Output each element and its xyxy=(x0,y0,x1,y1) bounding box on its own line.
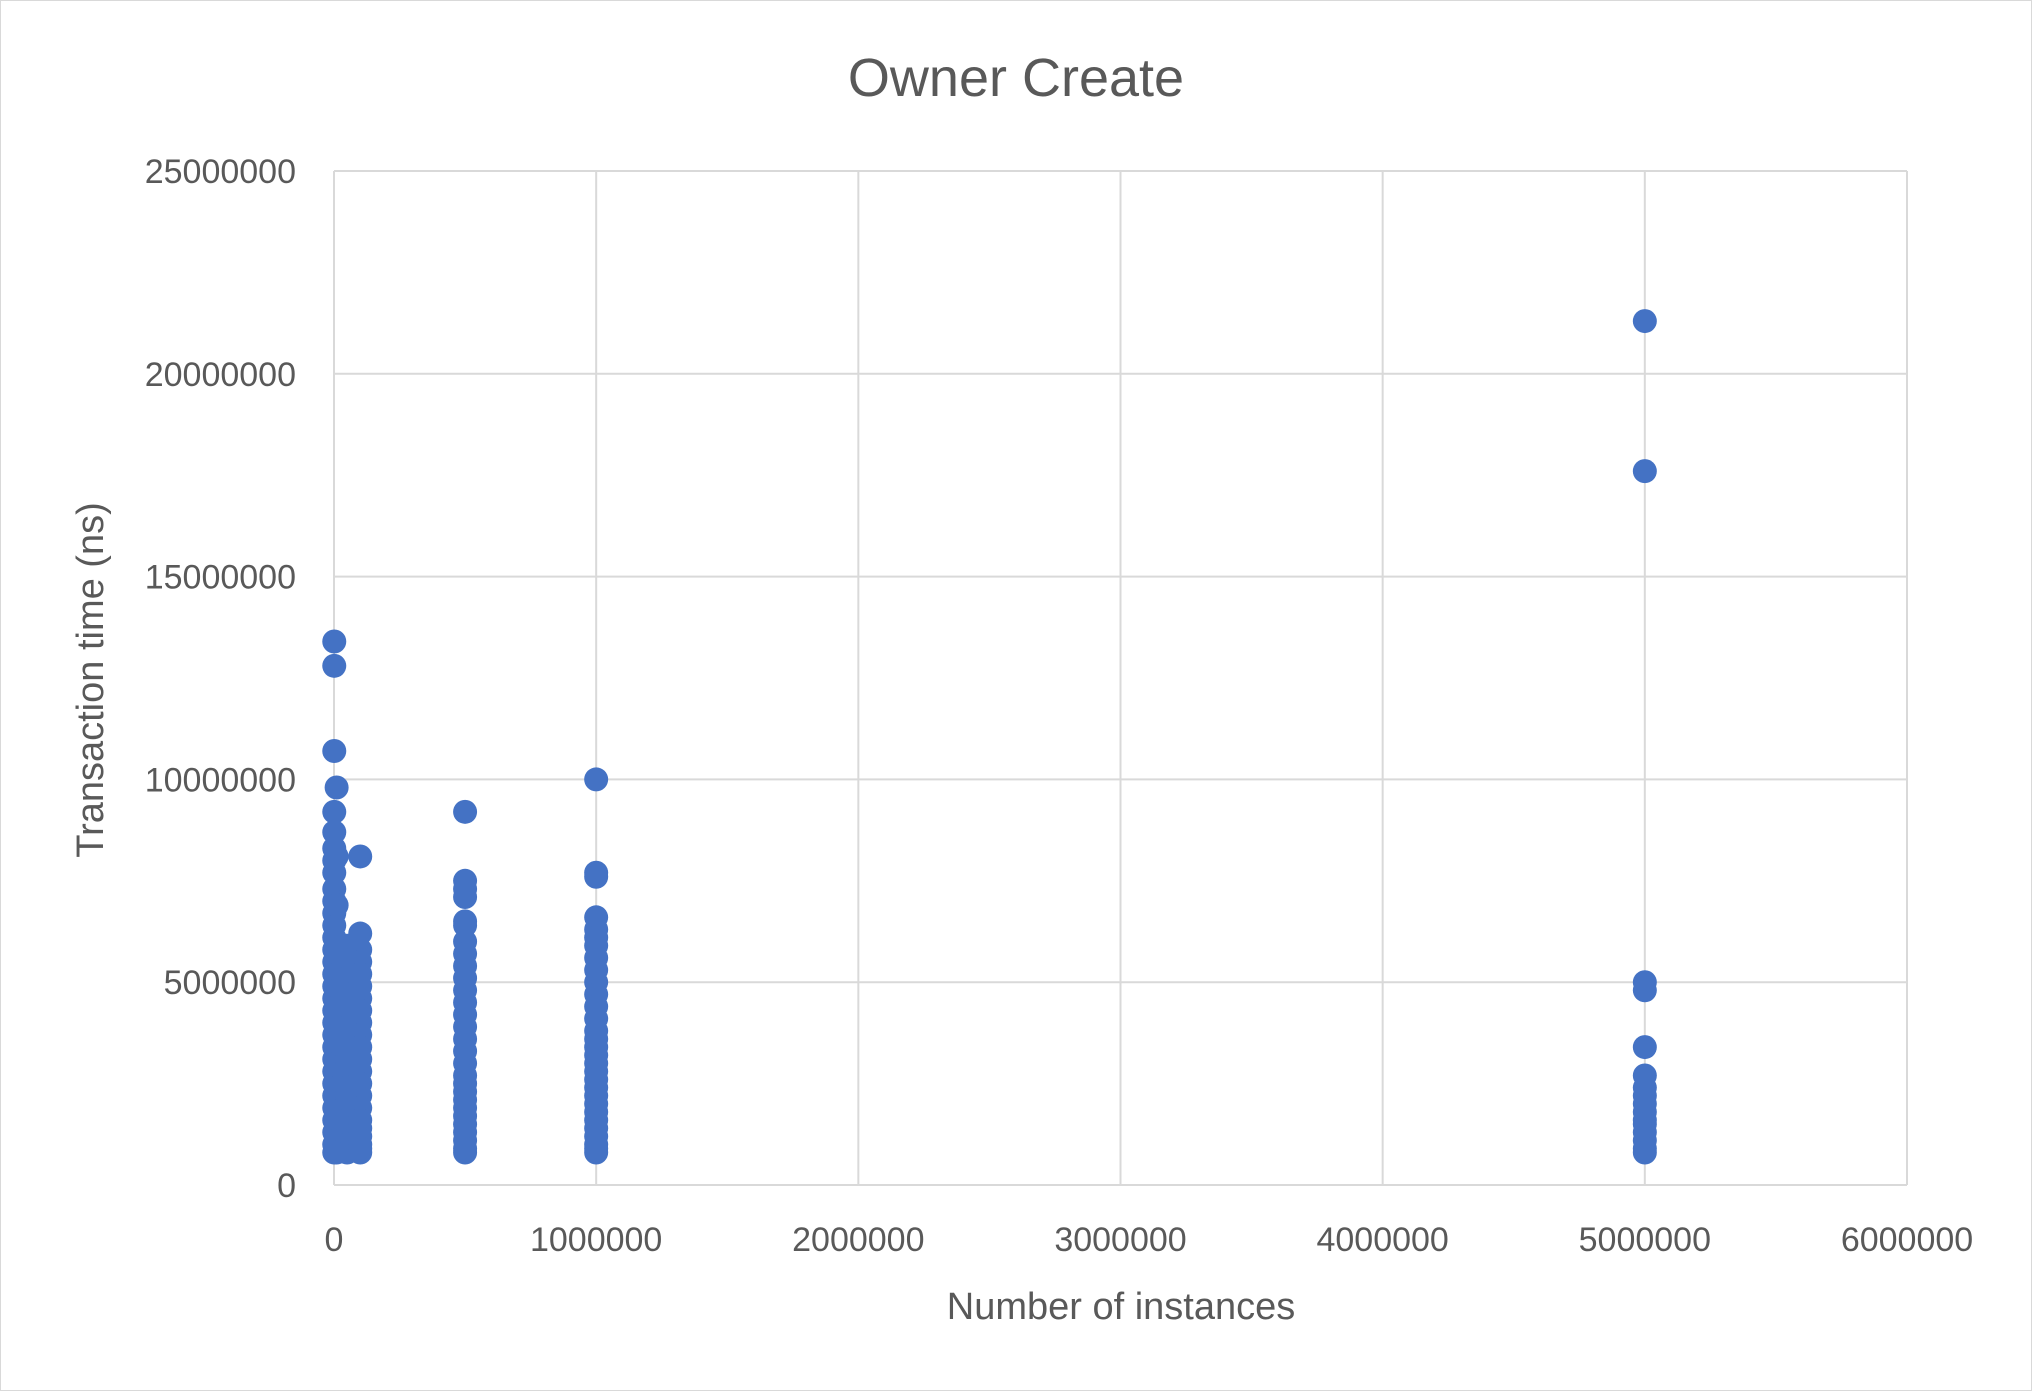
x-tick-labels: 0 1000000 2000000 3000000 4000000 5000000 6000… xyxy=(325,1221,1974,1259)
data-point xyxy=(322,799,347,824)
data-point xyxy=(1632,1035,1657,1060)
data-point xyxy=(324,775,349,800)
x-tick-label: 2000000 xyxy=(792,1221,924,1259)
data-point xyxy=(584,864,609,889)
x-axis-title: Number of instances xyxy=(947,1286,1296,1328)
y-tick-label: 20000000 xyxy=(145,356,296,394)
data-point xyxy=(322,629,347,654)
data-point xyxy=(453,799,478,824)
data-point xyxy=(1632,1140,1657,1165)
grid-layer xyxy=(333,170,1908,1186)
data-point xyxy=(348,844,373,869)
x-tick-label: 3000000 xyxy=(1054,1221,1186,1259)
data-point xyxy=(324,893,349,918)
data-point xyxy=(453,1140,478,1165)
data-point xyxy=(453,885,478,910)
x-tick-label: 4000000 xyxy=(1316,1221,1448,1259)
y-tick-label: 5000000 xyxy=(164,964,296,1002)
points-layer xyxy=(322,309,1657,1165)
data-point xyxy=(348,1140,373,1165)
data-point xyxy=(324,844,349,869)
y-tick-label: 0 xyxy=(277,1167,296,1205)
y-axis-title: Transaction time (ns) xyxy=(70,502,112,857)
data-point xyxy=(322,653,347,678)
y-tick-label: 10000000 xyxy=(145,761,296,799)
x-tick-label: 0 xyxy=(325,1221,344,1259)
x-tick-label: 6000000 xyxy=(1841,1221,1973,1259)
x-tick-label: 5000000 xyxy=(1579,1221,1711,1259)
data-point xyxy=(1632,459,1657,484)
y-tick-label: 15000000 xyxy=(145,559,296,597)
y-tick-labels: 0 5000000 10000000 15000000 20000000 25000000 xyxy=(145,153,296,1205)
data-point xyxy=(584,1140,609,1165)
data-point xyxy=(1632,309,1657,334)
data-point xyxy=(322,739,347,764)
y-tick-label: 25000000 xyxy=(145,153,296,191)
data-point xyxy=(584,767,609,792)
x-tick-label: 1000000 xyxy=(530,1221,662,1259)
data-point xyxy=(1632,978,1657,1003)
chart-title: Owner Create xyxy=(848,48,1184,108)
